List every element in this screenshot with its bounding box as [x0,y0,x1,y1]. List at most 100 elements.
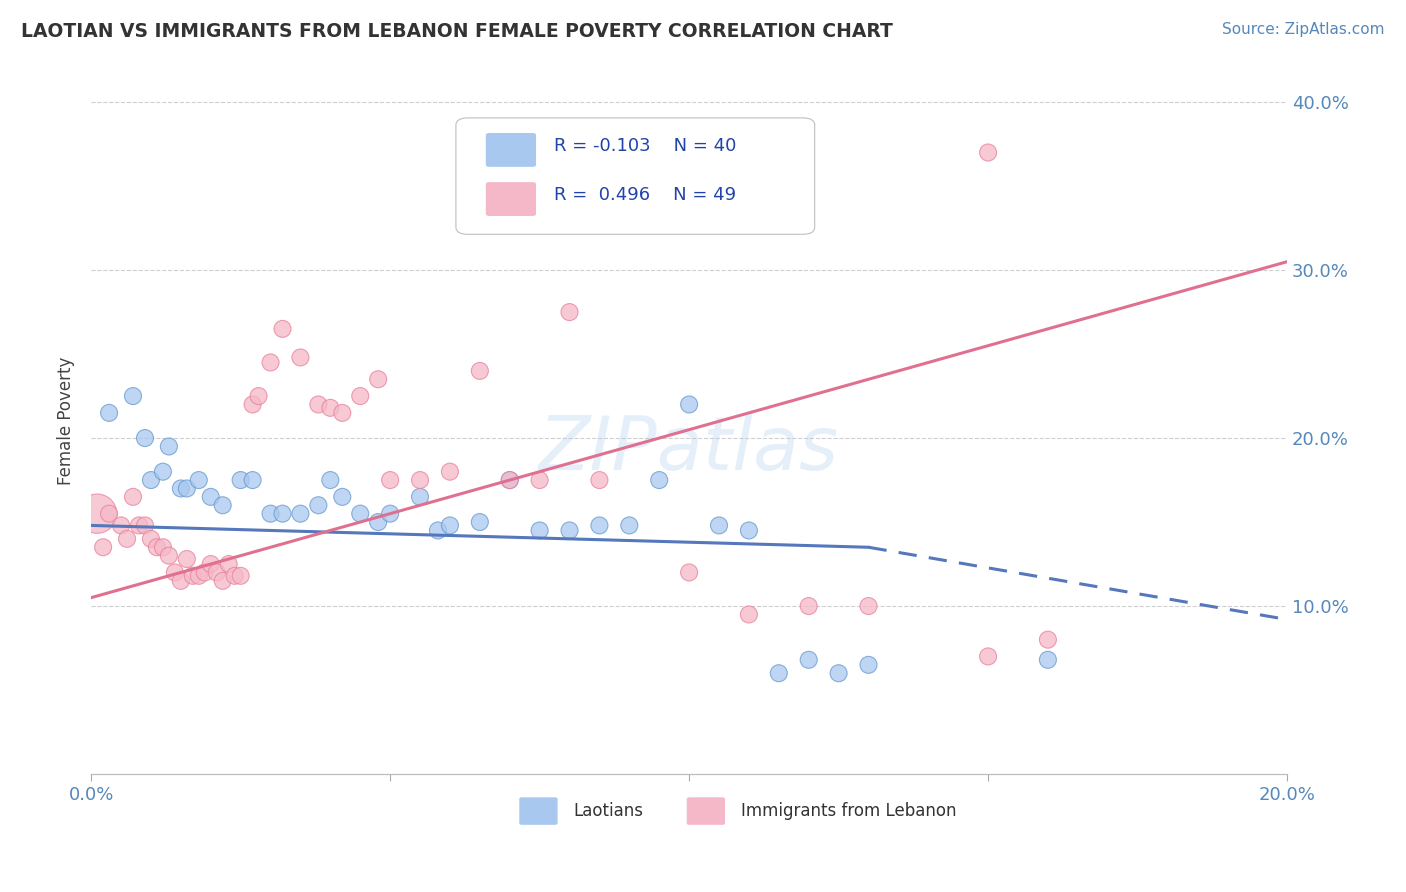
Point [134,518,156,533]
Point [187,473,209,487]
Point [349,507,371,521]
Point [229,473,252,487]
Text: R = -0.103    N = 40: R = -0.103 N = 40 [554,136,737,155]
Point [378,473,401,487]
Point [439,465,461,479]
Point [588,473,610,487]
Point [139,473,162,487]
Point [977,649,1000,664]
Point [163,566,186,580]
Point [115,532,138,546]
Point [218,557,240,571]
Point [678,566,700,580]
Point [98,507,121,521]
Point [122,490,145,504]
Point [827,666,849,681]
Point [707,518,730,533]
Point [271,322,294,336]
Point [558,305,581,319]
Text: Immigrants from Lebanon: Immigrants from Lebanon [741,802,956,820]
Point [242,473,264,487]
Point [330,490,353,504]
FancyBboxPatch shape [486,182,536,216]
Point [122,389,145,403]
Point [170,482,193,496]
Point [797,653,820,667]
Point [378,507,401,521]
Point [170,574,193,588]
Point [98,406,121,420]
Point [1036,632,1059,647]
Text: R =  0.496    N = 49: R = 0.496 N = 49 [554,186,737,204]
Point [858,599,880,613]
Point [176,482,198,496]
Point [588,518,610,533]
Point [247,389,270,403]
Point [499,473,522,487]
Point [146,541,169,555]
Point [439,518,461,533]
Point [211,574,233,588]
Point [319,473,342,487]
Point [977,145,1000,160]
Point [619,518,641,533]
Point [1036,653,1059,667]
Point [768,666,790,681]
Point [499,473,522,487]
Point [128,518,150,533]
Point [152,465,174,479]
Point [290,507,312,521]
Point [468,515,491,529]
Point [858,657,880,672]
Point [224,569,246,583]
Point [349,389,371,403]
Point [648,473,671,487]
Point [86,507,108,521]
Point [290,351,312,365]
Point [200,557,222,571]
Point [205,566,228,580]
Text: Source: ZipAtlas.com: Source: ZipAtlas.com [1222,22,1385,37]
Text: Laotians: Laotians [574,802,643,820]
Point [134,431,156,445]
Point [468,364,491,378]
Point [330,406,353,420]
Text: ZIPatlas: ZIPatlas [538,414,839,485]
FancyBboxPatch shape [486,133,536,167]
Point [200,490,222,504]
Point [194,566,217,580]
Point [738,607,761,622]
Point [558,524,581,538]
Point [157,549,180,563]
Point [271,507,294,521]
Point [427,524,450,538]
Point [678,397,700,411]
Point [307,498,329,512]
Point [229,569,252,583]
Text: LAOTIAN VS IMMIGRANTS FROM LEBANON FEMALE POVERTY CORRELATION CHART: LAOTIAN VS IMMIGRANTS FROM LEBANON FEMAL… [21,22,893,41]
Point [529,473,551,487]
Point [157,440,180,454]
Point [797,599,820,613]
Point [181,569,204,583]
Point [738,524,761,538]
FancyBboxPatch shape [456,118,814,235]
Point [367,515,389,529]
Point [139,532,162,546]
Point [110,518,132,533]
Point [319,401,342,415]
Point [152,541,174,555]
Point [91,541,114,555]
Point [187,569,209,583]
Point [367,372,389,386]
Y-axis label: Female Poverty: Female Poverty [58,357,75,485]
Point [176,552,198,566]
Point [409,473,432,487]
Point [211,498,233,512]
Point [259,355,281,369]
Point [409,490,432,504]
FancyBboxPatch shape [519,797,558,825]
Point [242,397,264,411]
Point [307,397,329,411]
FancyBboxPatch shape [686,797,725,825]
